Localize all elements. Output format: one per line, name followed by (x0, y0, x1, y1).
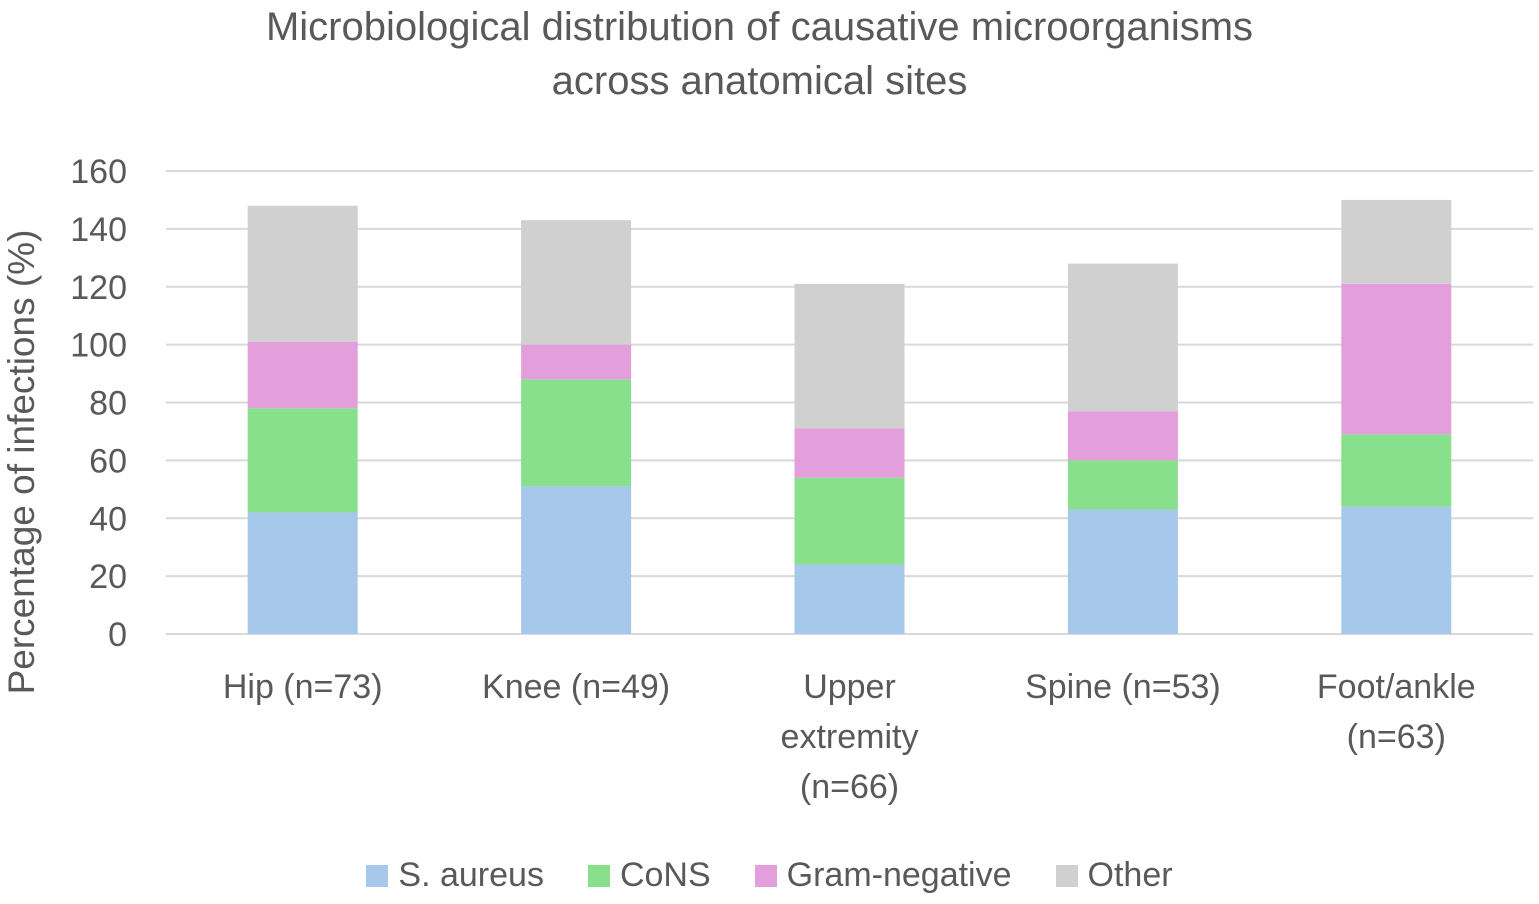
bar-segment (521, 486, 632, 634)
y-tick-label: 140 (70, 211, 127, 249)
bar-segment (794, 477, 905, 565)
bar-segment (1341, 434, 1452, 507)
bar-segment (1067, 509, 1178, 634)
bar-segment (794, 283, 905, 429)
y-tick-label: 0 (108, 616, 127, 654)
legend-label: CoNS (619, 856, 711, 894)
legend-swatch (1055, 864, 1078, 887)
bar-segment (1341, 506, 1452, 634)
y-tick-label: 60 (89, 442, 127, 480)
x-tick-label-line: Hip (n=73) (223, 668, 383, 706)
bars (247, 199, 1452, 634)
legend-label: Gram-negative (786, 856, 1012, 894)
legend-item: Gram-negative (754, 856, 1012, 895)
legend-item: Other (1055, 856, 1173, 895)
bar-segment (1067, 263, 1178, 412)
stacked-bar-chart: 0 20 40 60 80 100 120 140 160 Hip (n=73) Knee (n=… (1, 153, 1533, 806)
x-tick-label: Knee (n=49) (482, 668, 670, 706)
y-tick-label: 80 (89, 385, 127, 423)
x-axis-ticks: Hip (n=73) Knee (n=49) Upper extremity (n=66… (223, 668, 1476, 806)
x-tick-label: Foot/ankle (n=63) (1317, 668, 1476, 756)
bar-segment (1067, 460, 1178, 510)
bar-segment (247, 512, 358, 634)
legend: S. aureus CoNS Gram-negative Other (0, 856, 1539, 895)
bar-segment (1341, 283, 1452, 435)
x-tick-label-line: Upper (803, 668, 896, 706)
legend-swatch (754, 864, 777, 887)
x-tick-label-line: extremity (781, 718, 919, 756)
y-tick-label: 40 (89, 500, 127, 538)
bar-segment (794, 428, 905, 478)
y-tick-label: 120 (70, 269, 127, 307)
y-tick-label: 100 (70, 327, 127, 365)
chart-title-line-2: across anatomical sites (551, 59, 968, 103)
legend-item: S. aureus (366, 856, 544, 895)
bar-segment (1341, 199, 1452, 284)
y-axis-label: Percentage of infections (%) (1, 230, 42, 695)
bar-segment (794, 564, 905, 634)
x-tick-label-line: Knee (n=49) (482, 668, 670, 706)
x-tick-label: Hip (n=73) (223, 668, 383, 706)
bar-segment (521, 379, 632, 487)
chart-title-line-1: Microbiological distribution of causativ… (265, 5, 1254, 49)
bar-segment (247, 205, 358, 342)
bar-segment (247, 408, 358, 513)
y-tick-label: 160 (70, 153, 127, 191)
x-tick-label-line: Foot/ankle (1317, 668, 1476, 706)
legend-label: Other (1087, 856, 1173, 894)
bar-segment (1067, 411, 1178, 461)
bar-segment (247, 341, 358, 409)
x-tick-label-line: (n=66) (800, 768, 899, 806)
bar-segment (521, 344, 632, 380)
x-tick-label: Spine (n=53) (1025, 668, 1221, 706)
y-axis-ticks: 0 20 40 60 80 100 120 140 160 (70, 153, 127, 654)
legend-label: S. aureus (398, 856, 544, 894)
legend-item: CoNS (587, 856, 711, 895)
chart-title: Microbiological distribution of causativ… (0, 0, 1519, 108)
y-tick-label: 20 (89, 558, 127, 596)
legend-swatch (366, 864, 389, 887)
x-tick-label-line: Spine (n=53) (1025, 668, 1221, 706)
x-tick-label-line: (n=63) (1347, 718, 1446, 756)
legend-swatch (587, 864, 610, 887)
x-tick-label: Upper extremity (n=66) (781, 668, 919, 806)
bar-segment (521, 220, 632, 345)
